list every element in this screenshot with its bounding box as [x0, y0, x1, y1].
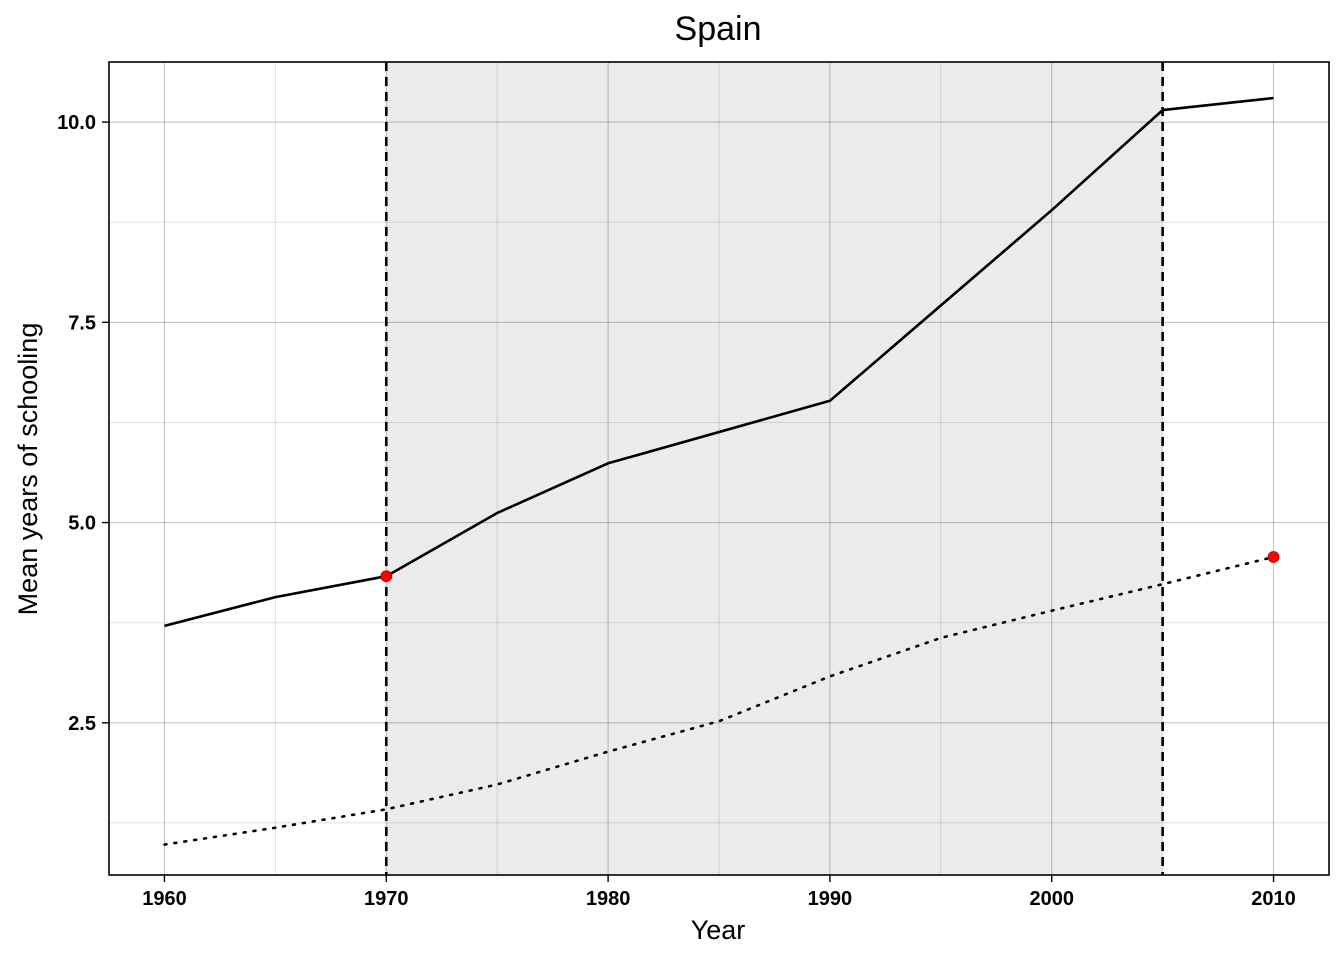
- y-tick-label: 10.0: [57, 112, 96, 134]
- y-tick-label: 2.5: [68, 713, 96, 735]
- shaded-region: [386, 62, 1163, 875]
- y-axis-ticks: 2.5 5.0 7.5 10.0: [57, 112, 109, 735]
- x-tick-label: 1990: [808, 888, 853, 910]
- y-tick-label: 7.5: [68, 312, 96, 334]
- series-line-dotted: [163, 555, 1275, 846]
- x-axis-title: Year: [691, 915, 746, 945]
- y-axis-title: Mean years of schooling: [13, 323, 43, 616]
- series-line-solid: [164, 96, 1274, 628]
- x-tick-label: 1960: [142, 888, 187, 910]
- plot-border: [108, 61, 1330, 876]
- x-tick-label: 1970: [364, 888, 409, 910]
- plot-area: [108, 61, 1330, 876]
- chart-title: Spain: [675, 10, 762, 48]
- x-tick-label: 1980: [586, 888, 631, 910]
- x-tick-label: 2010: [1251, 888, 1296, 910]
- data-point-marker: [1267, 551, 1280, 563]
- data-point-marker: [380, 570, 393, 583]
- x-axis-ticks: 1960 1970 1980 1990 2000 2010: [142, 875, 1296, 910]
- y-tick-label: 5.0: [68, 513, 96, 535]
- x-tick-label: 2000: [1029, 888, 1074, 910]
